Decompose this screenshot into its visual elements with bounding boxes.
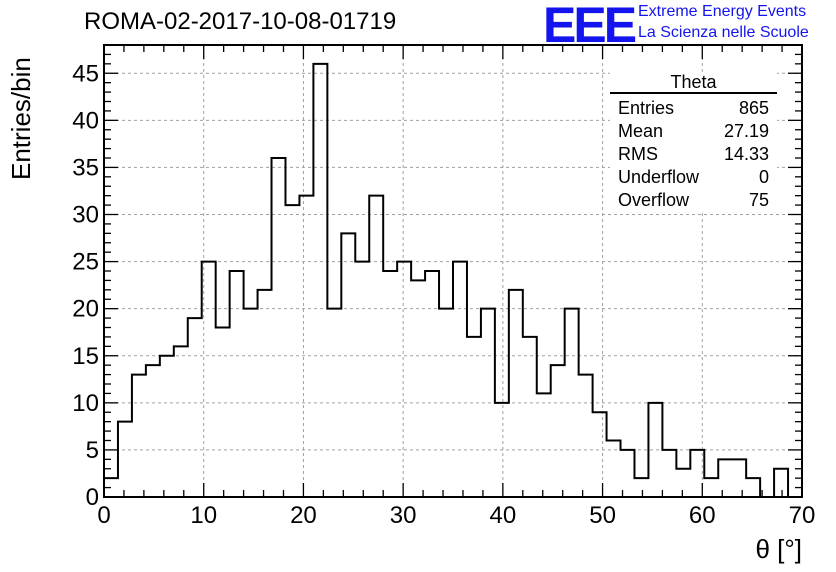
stats-label: Underflow [618,167,700,187]
y-tick-label: 30 [72,202,99,229]
stats-label: Mean [618,121,664,141]
x-tick-label: 20 [290,502,317,529]
logo-subtitle-line2: La Scienza nelle Scuole [638,24,809,41]
y-tick-label: 5 [86,437,99,464]
stats-box: Theta Entries 865 Mean 27.19 RMS 14.33 U… [610,72,777,212]
x-tick-label: 60 [689,502,716,529]
y-tick-label: 25 [72,249,99,276]
stats-title: Theta [610,72,777,94]
x-tick-label: 70 [789,502,816,529]
y-tick-label: 20 [72,296,99,323]
axis-ticks [103,44,803,498]
y-tick-label: 0 [86,484,99,511]
stats-value: 865 [738,98,769,118]
y-axis-title: Entries/bin [6,57,36,180]
logo-subtitle-line1: Extreme Energy Events [638,3,807,20]
y-tick-label: 10 [72,390,99,417]
stats-label: RMS [618,144,658,164]
histogram-series-line [104,62,802,498]
stats-row-mean: Mean 27.19 [610,120,777,143]
x-tick-label: 10 [190,502,217,529]
x-axis-title: θ [°] [755,534,802,564]
stats-label: Overflow [618,190,690,210]
stats-value: 14.33 [723,144,769,164]
chart-title: ROMA-02-2017-10-08-01719 [84,8,397,35]
stats-row-rms: RMS 14.33 [610,143,777,166]
y-tick-label: 45 [72,60,99,87]
stats-value: 0 [758,167,769,187]
x-tick-label: 30 [390,502,417,529]
y-tick-label: 40 [72,107,99,134]
stats-value: 75 [748,190,769,210]
stats-row-overflow: Overflow 75 [610,189,777,212]
y-tick-label: 35 [72,154,99,181]
x-tick-label: 50 [589,502,616,529]
x-tick-label: 0 [97,502,110,529]
stats-label: Entries [618,98,675,118]
x-tick-label: 40 [490,502,517,529]
stats-row-underflow: Underflow 0 [610,166,777,189]
stats-value: 27.19 [723,121,769,141]
tick-labels: 0 10 20 30 40 50 60 70 0 5 10 15 20 25 30 35 40 45 [72,60,815,529]
eee-logo: EEE [543,0,637,53]
y-tick-label: 15 [72,343,99,370]
stats-row-entries: Entries 865 [610,97,777,120]
